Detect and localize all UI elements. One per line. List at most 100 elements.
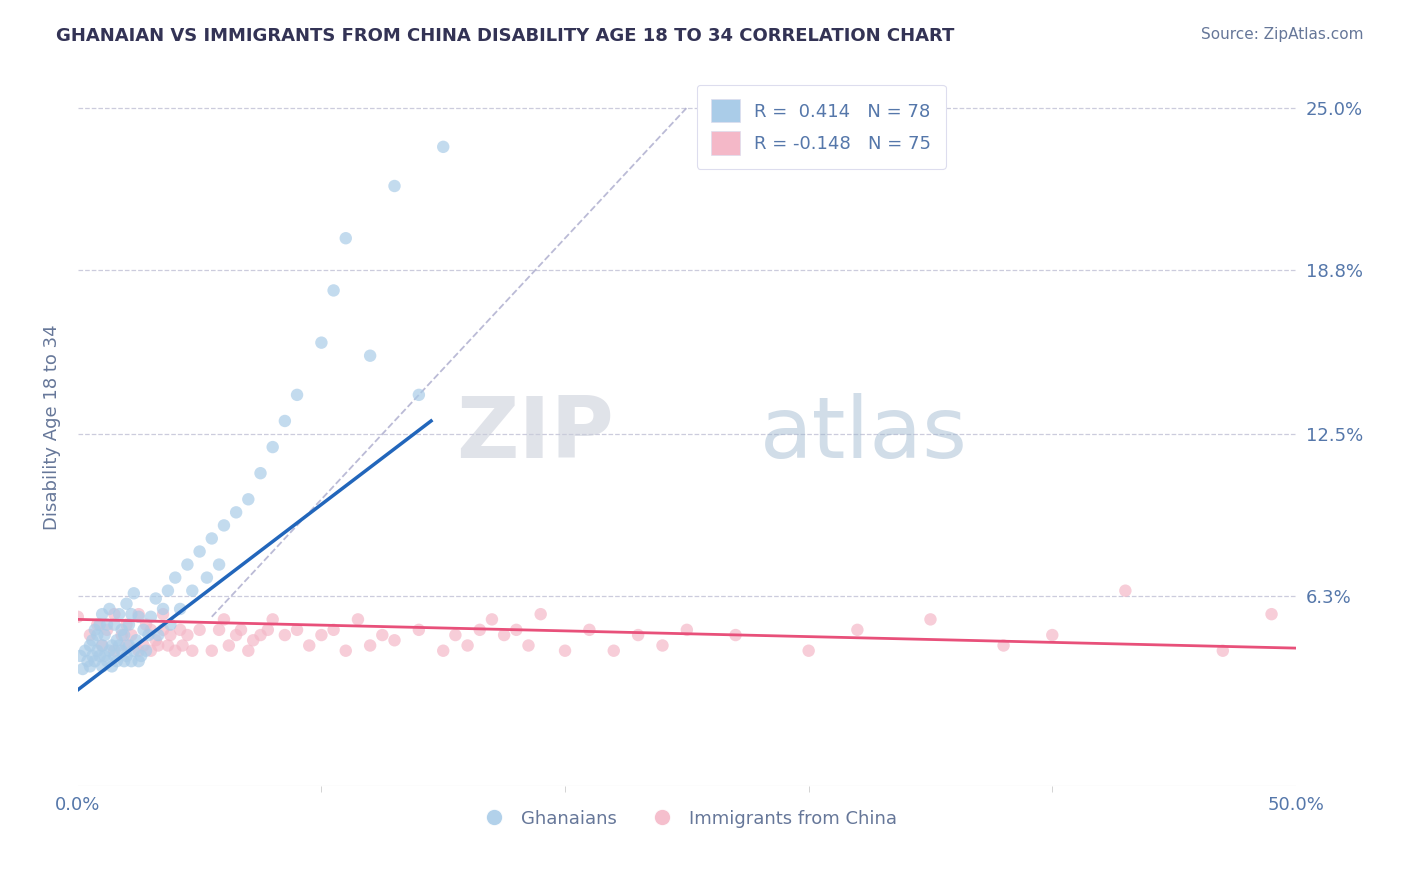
Point xyxy=(118,639,141,653)
Point xyxy=(156,639,179,653)
Point xyxy=(159,617,181,632)
Point xyxy=(481,612,503,626)
Point xyxy=(111,644,134,658)
Point xyxy=(384,179,406,194)
Point xyxy=(139,644,162,658)
Point xyxy=(66,609,89,624)
Point xyxy=(82,648,104,663)
Point xyxy=(322,623,344,637)
Point xyxy=(103,617,125,632)
Point xyxy=(274,414,297,428)
Point xyxy=(676,623,699,637)
Point xyxy=(238,644,260,658)
Point xyxy=(208,558,231,572)
Point xyxy=(86,628,108,642)
Point xyxy=(1260,607,1282,622)
Point xyxy=(115,597,138,611)
Point xyxy=(152,602,174,616)
Point xyxy=(311,628,333,642)
Point xyxy=(165,571,187,585)
Point xyxy=(846,623,869,637)
Point xyxy=(578,623,600,637)
Point xyxy=(111,628,134,642)
Point xyxy=(274,628,297,642)
Point xyxy=(98,644,121,658)
Point xyxy=(135,644,157,658)
Point xyxy=(79,659,101,673)
Point xyxy=(103,607,125,622)
Text: Source: ZipAtlas.com: Source: ZipAtlas.com xyxy=(1201,27,1364,42)
Point xyxy=(120,628,142,642)
Point xyxy=(79,628,101,642)
Point xyxy=(408,388,430,402)
Point xyxy=(115,639,138,653)
Point xyxy=(195,571,218,585)
Point xyxy=(139,623,162,637)
Point xyxy=(238,492,260,507)
Point xyxy=(218,639,240,653)
Point xyxy=(256,623,278,637)
Point xyxy=(201,644,224,658)
Point xyxy=(115,648,138,663)
Point xyxy=(444,628,467,642)
Point xyxy=(128,654,150,668)
Point xyxy=(152,607,174,622)
Text: atlas: atlas xyxy=(759,393,967,476)
Point xyxy=(371,628,394,642)
Point xyxy=(494,628,516,642)
Point xyxy=(505,623,527,637)
Point xyxy=(298,639,321,653)
Point xyxy=(75,644,97,658)
Point xyxy=(112,654,135,668)
Point xyxy=(212,612,235,626)
Point xyxy=(108,639,131,653)
Point xyxy=(122,586,145,600)
Point xyxy=(169,623,191,637)
Point xyxy=(125,633,148,648)
Point xyxy=(86,617,108,632)
Point xyxy=(89,648,111,663)
Point xyxy=(347,612,370,626)
Point xyxy=(201,532,224,546)
Point xyxy=(103,648,125,663)
Point xyxy=(122,644,145,658)
Point xyxy=(322,284,344,298)
Point xyxy=(212,518,235,533)
Point xyxy=(132,639,155,653)
Point xyxy=(72,662,94,676)
Point xyxy=(103,644,125,658)
Point xyxy=(517,639,540,653)
Point xyxy=(285,623,308,637)
Point xyxy=(120,654,142,668)
Point xyxy=(359,349,381,363)
Point xyxy=(432,644,454,658)
Point xyxy=(91,639,114,653)
Point xyxy=(101,639,124,653)
Point xyxy=(138,628,160,642)
Point xyxy=(603,644,626,658)
Point xyxy=(86,644,108,658)
Point xyxy=(93,628,115,642)
Point xyxy=(128,644,150,658)
Point xyxy=(135,617,157,632)
Point xyxy=(120,607,142,622)
Point xyxy=(359,639,381,653)
Point xyxy=(432,140,454,154)
Legend: Ghanaians, Immigrants from China: Ghanaians, Immigrants from China xyxy=(470,803,904,835)
Point xyxy=(76,654,98,668)
Point xyxy=(128,607,150,622)
Point xyxy=(105,654,128,668)
Point xyxy=(249,628,271,642)
Text: GHANAIAN VS IMMIGRANTS FROM CHINA DISABILITY AGE 18 TO 34 CORRELATION CHART: GHANAIAN VS IMMIGRANTS FROM CHINA DISABI… xyxy=(56,27,955,45)
Point xyxy=(111,623,134,637)
Point xyxy=(91,659,114,673)
Point xyxy=(165,644,187,658)
Point xyxy=(457,639,479,653)
Point xyxy=(112,628,135,642)
Point xyxy=(132,623,155,637)
Point xyxy=(129,648,152,663)
Point xyxy=(91,639,114,653)
Point xyxy=(145,591,167,606)
Point xyxy=(1212,644,1234,658)
Point xyxy=(724,628,747,642)
